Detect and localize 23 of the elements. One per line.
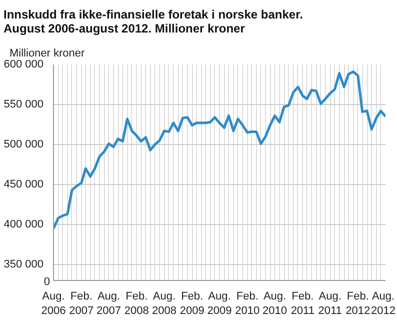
- x-tick-label: Aug. 2011: [318, 290, 342, 317]
- x-tick-label: Aug. 2010: [262, 290, 288, 317]
- x-tick-label: Feb. 2012: [346, 290, 370, 317]
- text: 0: [44, 275, 50, 289]
- y-axis-title: Millioner kroner: [10, 48, 86, 60]
- line-series: [54, 70, 386, 230]
- x-tick-label: Aug. 2006: [41, 290, 66, 317]
- y-tick-label: 400 000: [4, 218, 44, 230]
- y-tick-label: 550 000: [4, 98, 44, 110]
- y-tick-label: 500 000: [4, 138, 44, 150]
- x-tick-label: Aug. 2009: [207, 290, 232, 317]
- y-tick-label: 600 000: [4, 58, 44, 70]
- y-tick-label: 350 000: [4, 258, 44, 270]
- chart-title: Innskudd fra ikke-finansielle foretak i norske banker. August 2006-august 2012. Millioner kroner: [4, 8, 303, 36]
- x-tick-label: Aug. 2007: [96, 290, 122, 317]
- y-tick-label: 450 000: [4, 178, 44, 190]
- x-tick-label: Aug. 2012: [371, 290, 396, 317]
- x-tick-label: Feb. 2009: [180, 290, 204, 317]
- x-tick-label: Feb. 2011: [290, 290, 314, 317]
- x-tick-label: Feb. 2008: [124, 290, 149, 317]
- x-tick-label: Feb. 2010: [235, 290, 260, 317]
- x-tick-label: Feb. 2007: [69, 290, 94, 317]
- x-tick-label: Aug. 2008: [152, 290, 176, 317]
